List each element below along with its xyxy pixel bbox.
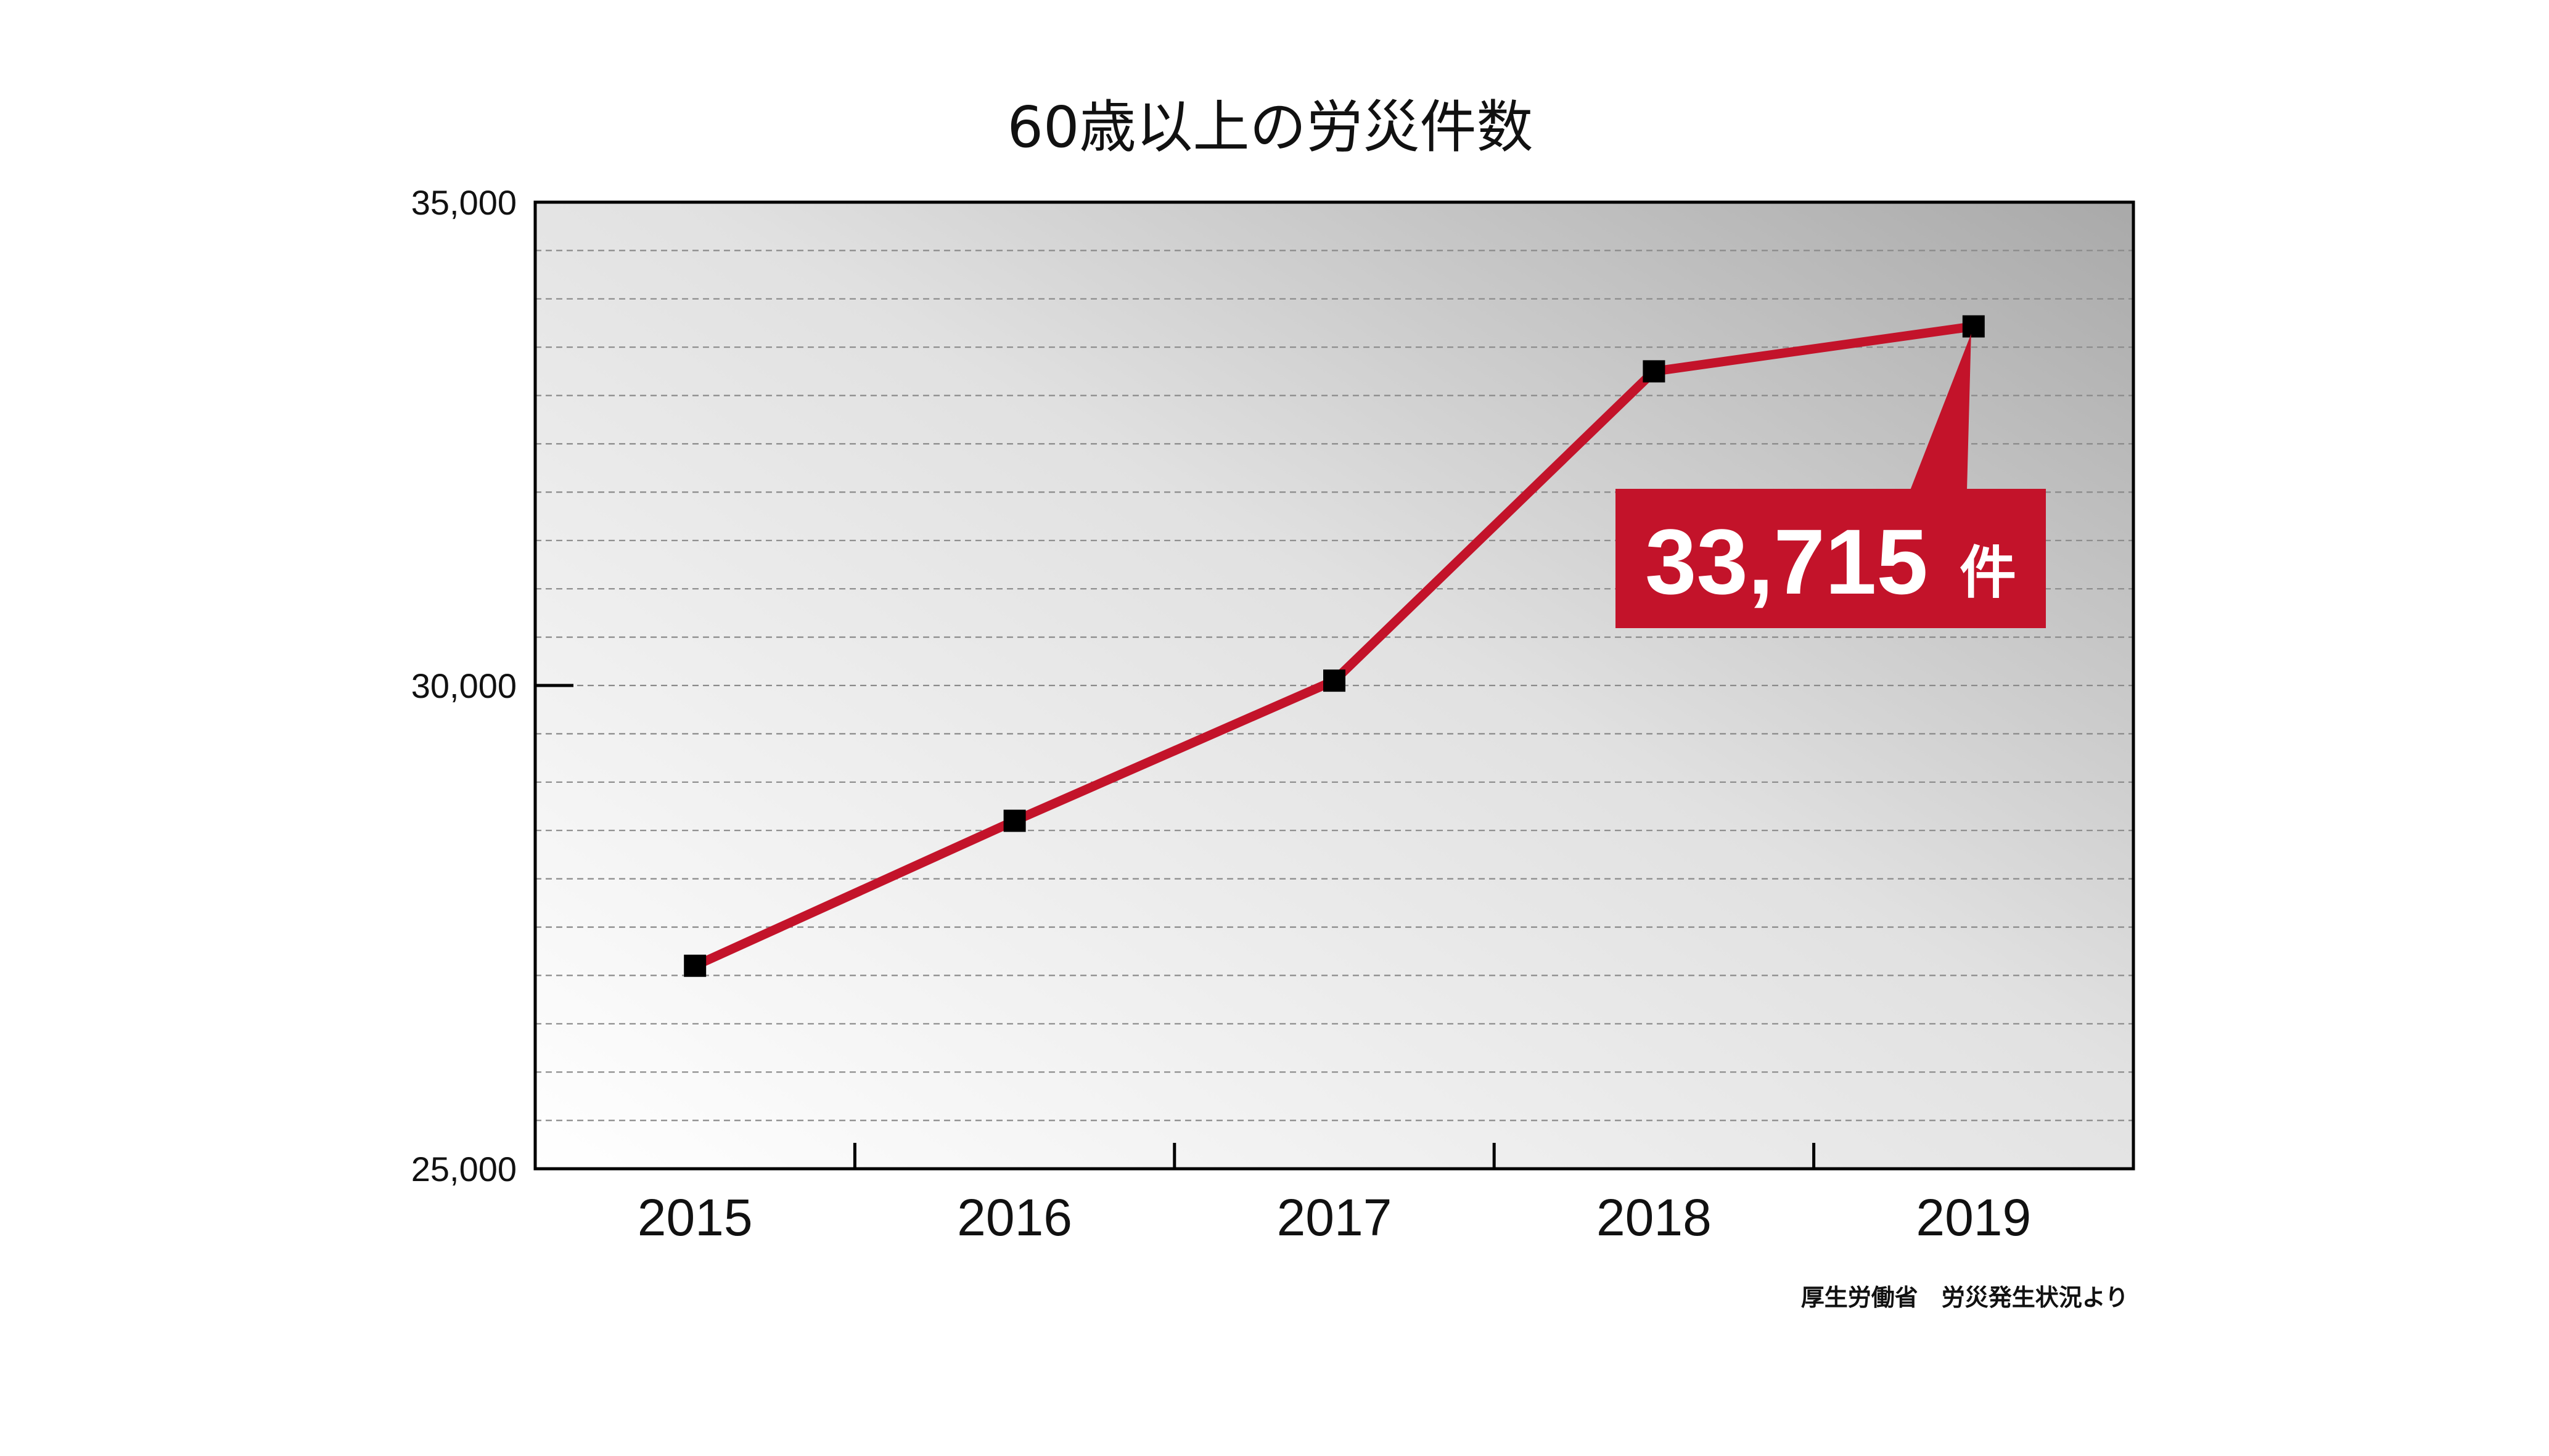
data-point-marker <box>1003 809 1026 832</box>
x-tick-label: 2016 <box>957 1188 1072 1246</box>
x-axis-ticks: 2015 2016 2017 2018 2019 <box>638 1143 2031 1246</box>
callout-unit: 件 <box>1960 540 2016 606</box>
plot-frame <box>533 200 2135 1171</box>
series-layer <box>684 315 1985 977</box>
source-note: 厚生労働省 労災発生状況より <box>1801 1284 2128 1311</box>
y-tick-label: 25,000 <box>411 1150 517 1188</box>
y-tick-label: 30,000 <box>411 666 517 705</box>
data-point-marker <box>684 954 707 977</box>
y-tick-label: 35,000 <box>411 183 517 222</box>
data-point-marker <box>1643 360 1665 383</box>
callout-box <box>1615 489 2046 628</box>
x-tick-label: 2019 <box>1916 1188 2031 1246</box>
callout: 33,715 件 <box>1615 333 2046 628</box>
chart-title: 60歳以上の労災件数 <box>1007 94 1533 160</box>
data-point-marker <box>1323 669 1345 692</box>
callout-pointer <box>1910 333 1971 490</box>
data-point-marker <box>1962 315 1985 338</box>
x-tick-label: 2017 <box>1277 1188 1392 1246</box>
callout-value: 33,715 <box>1645 510 1928 613</box>
x-tick-label: 2015 <box>638 1188 753 1246</box>
x-tick-label: 2018 <box>1596 1188 1712 1246</box>
